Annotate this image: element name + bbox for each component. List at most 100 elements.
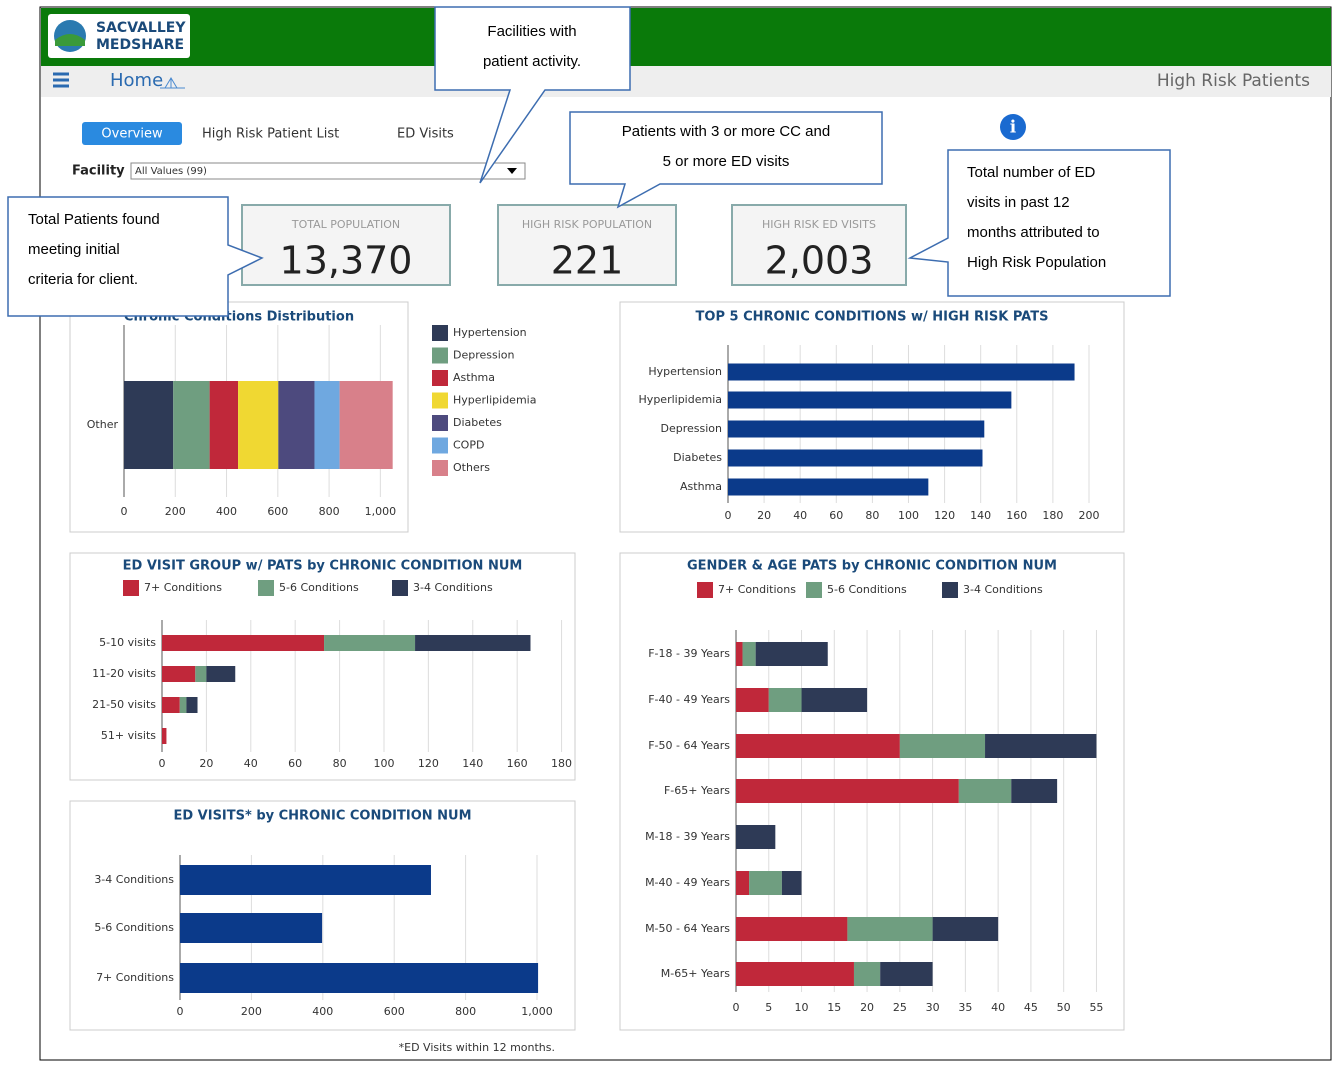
tab[interactable]: ED Visits — [397, 127, 454, 142]
brand: SACVALLEY — [96, 20, 186, 36]
bar-segment — [755, 642, 828, 666]
menu-icon[interactable] — [53, 72, 69, 88]
x-tick-label: 0 — [159, 757, 166, 770]
legend-label: Hyperlipidemia — [453, 394, 536, 407]
x-tick-label: 400 — [312, 1005, 333, 1018]
kpi-value: 221 — [551, 239, 624, 283]
y-tick-label: 3-4 Conditions — [94, 873, 174, 886]
kpi-value: 13,370 — [280, 239, 413, 283]
dropdown-arrow[interactable] — [507, 168, 517, 174]
brand: MEDSHARE — [96, 37, 184, 53]
legend-swatch — [697, 582, 713, 598]
bar-segment — [742, 642, 756, 666]
bar-segment — [195, 666, 207, 682]
filter-select[interactable] — [130, 162, 526, 180]
bar-segment — [415, 635, 531, 651]
filter-value[interactable]: All Values (99) — [135, 166, 207, 177]
callout-text: visits in past 12 — [967, 194, 1070, 211]
header-bar — [41, 8, 1331, 66]
y-tick-label: M-50 - 64 Years — [645, 922, 730, 935]
bar-segment — [736, 642, 743, 666]
bar-segment — [958, 779, 1012, 803]
bar-segment — [801, 688, 868, 712]
x-tick-label: 1,000 — [521, 1005, 553, 1018]
legend-swatch — [432, 347, 448, 364]
y-tick-label: Other — [87, 418, 119, 431]
bar — [728, 478, 929, 496]
legend-swatch — [432, 370, 448, 386]
callout-text: meeting initial — [28, 241, 120, 258]
bar-segment — [847, 917, 933, 941]
callout-text: 5 or more ED visits — [663, 153, 790, 170]
bridge-icon — [160, 77, 185, 89]
x-tick-label: 20 — [757, 509, 771, 522]
x-tick-label: 140 — [462, 757, 483, 770]
bar-segment — [985, 734, 1097, 758]
bar-segment — [206, 666, 236, 682]
legend-label: 7+ Conditions — [144, 581, 222, 594]
x-tick-label: 0 — [733, 1001, 740, 1014]
x-tick-label: 25 — [893, 1001, 907, 1014]
x-tick-label: 60 — [829, 509, 843, 522]
x-tick-label: 20 — [860, 1001, 874, 1014]
y-tick-label: F-18 - 39 Years — [648, 647, 730, 660]
bar-segment — [1011, 779, 1058, 803]
legend-swatch — [806, 582, 822, 598]
chart-title: ED VISITS* by CHRONIC CONDITION NUM — [173, 809, 471, 824]
x-tick-label: 160 — [1006, 509, 1027, 522]
y-tick-label: F-50 - 64 Years — [648, 739, 730, 752]
chart-title: GENDER & AGE PATS by CHRONIC CONDITION N… — [687, 559, 1057, 574]
x-tick-label: 180 — [551, 757, 572, 770]
x-tick-label: 600 — [384, 1005, 405, 1018]
callout-text: Patients with 3 or more CC and — [622, 123, 830, 140]
x-tick-label: 10 — [795, 1001, 809, 1014]
x-tick-label: 45 — [1024, 1001, 1038, 1014]
y-tick-label: 5-6 Conditions — [94, 921, 174, 934]
tab[interactable]: High Risk Patient List — [202, 127, 339, 142]
page-title: High Risk Patients — [1157, 71, 1310, 91]
legend-swatch — [392, 580, 408, 596]
bar-segment — [162, 728, 167, 744]
home-link[interactable]: Home — [110, 70, 163, 91]
info-icon[interactable] — [1000, 114, 1026, 140]
y-tick-label: 11-20 visits — [92, 667, 156, 680]
x-tick-label: 200 — [241, 1005, 262, 1018]
legend-label: 5-6 Conditions — [827, 583, 907, 596]
legend-label: COPD — [453, 439, 484, 452]
bar-segment — [853, 962, 881, 986]
bar — [180, 963, 539, 993]
bar-segment — [124, 381, 174, 469]
x-tick-label: 200 — [165, 505, 186, 518]
y-tick-label: M-40 - 49 Years — [645, 876, 730, 889]
callout-text: months attributed to — [967, 224, 1100, 241]
callout — [7, 196, 264, 317]
kpi-box — [241, 204, 451, 286]
y-tick-label: 5-10 visits — [99, 636, 156, 649]
bar-segment — [899, 734, 986, 758]
kpi-label: HIGH RISK ED VISITS — [762, 218, 876, 231]
x-tick-label: 100 — [898, 509, 919, 522]
tab-active[interactable] — [82, 122, 182, 145]
x-tick-label: 160 — [507, 757, 528, 770]
legend-swatch — [432, 392, 448, 409]
y-tick-label: 51+ visits — [101, 729, 156, 742]
bar-segment — [339, 381, 393, 469]
bar — [728, 449, 983, 467]
legend-label: Asthma — [453, 371, 495, 384]
legend-label: 5-6 Conditions — [279, 581, 359, 594]
footnote: *ED Visits within 12 months. — [399, 1041, 555, 1054]
x-tick-label: 20 — [199, 757, 213, 770]
legend-label: Depression — [453, 349, 515, 362]
info-glyph[interactable]: i — [1010, 118, 1017, 138]
bar-segment — [736, 962, 854, 986]
x-tick-label: 80 — [333, 757, 347, 770]
y-tick-label: F-40 - 49 Years — [648, 693, 730, 706]
y-tick-label: Diabetes — [673, 451, 722, 464]
x-tick-label: 30 — [926, 1001, 940, 1014]
kpi-box — [497, 204, 677, 286]
tab[interactable]: Overview — [101, 127, 163, 142]
bar — [728, 391, 1012, 409]
callout-text: criteria for client. — [28, 271, 138, 288]
legend-swatch — [942, 582, 958, 598]
x-tick-label: 40 — [793, 509, 807, 522]
